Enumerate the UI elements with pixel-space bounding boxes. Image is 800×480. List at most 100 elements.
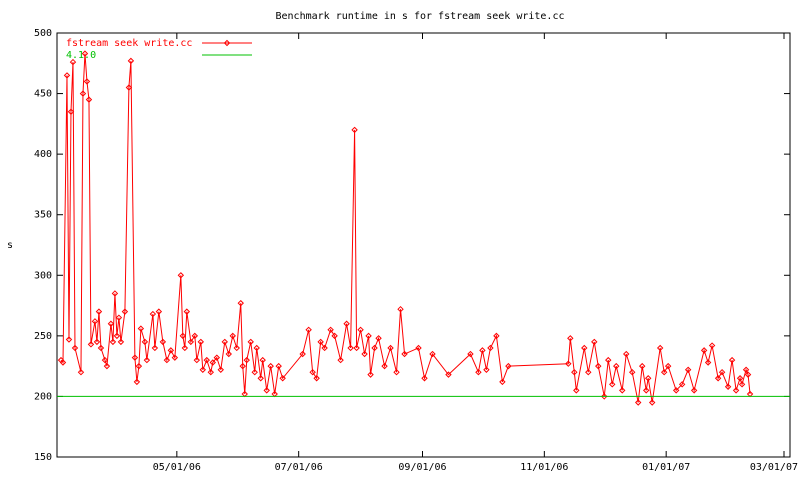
legend-label: 4.1.0 (66, 50, 96, 61)
point (642, 387, 650, 394)
series-line (60, 53, 751, 403)
point (317, 338, 324, 346)
point (487, 344, 494, 352)
point (331, 332, 338, 340)
point (207, 368, 214, 376)
point (121, 308, 129, 315)
point (728, 356, 736, 364)
y-tick-label: 500 (34, 28, 52, 39)
point (708, 342, 716, 349)
point (151, 344, 159, 352)
point (187, 338, 195, 346)
point (131, 354, 139, 361)
point (571, 368, 578, 376)
point (672, 387, 680, 394)
point (309, 368, 316, 376)
point (87, 341, 95, 348)
point (445, 371, 452, 378)
point (605, 356, 612, 364)
point (678, 381, 686, 388)
point (343, 320, 350, 327)
point (644, 375, 652, 382)
x-tick-label: 03/01/07 (750, 462, 798, 473)
point (217, 366, 224, 373)
point (585, 368, 592, 376)
point (267, 362, 274, 370)
point (133, 378, 141, 386)
point (93, 338, 101, 346)
point (127, 57, 135, 65)
point (704, 359, 712, 366)
point (313, 375, 320, 382)
point (83, 78, 91, 85)
point (71, 344, 79, 352)
point (321, 344, 328, 352)
point (111, 290, 119, 297)
point (183, 308, 191, 315)
point (279, 375, 286, 382)
point (467, 350, 474, 358)
point (634, 399, 642, 406)
point (263, 387, 270, 394)
point (483, 366, 490, 373)
point (203, 356, 211, 364)
point (591, 338, 598, 346)
point (65, 336, 73, 343)
point (475, 368, 482, 376)
x-tick-label: 07/01/06 (275, 462, 323, 473)
point (493, 332, 500, 340)
point (95, 308, 103, 315)
point (660, 368, 668, 376)
point (225, 350, 232, 358)
point (181, 344, 189, 352)
point (619, 387, 626, 394)
point (247, 338, 254, 346)
point (113, 332, 121, 340)
chart-title: Benchmark runtime in s for fstream seek … (276, 11, 565, 22)
point (163, 356, 171, 364)
point (237, 299, 244, 307)
point (479, 347, 486, 354)
point (103, 362, 111, 370)
point (648, 399, 656, 406)
point (724, 383, 732, 390)
point (714, 375, 722, 382)
point (381, 362, 388, 370)
point (259, 356, 266, 364)
point (595, 362, 602, 370)
point (85, 96, 93, 103)
point (565, 360, 572, 367)
point (275, 362, 282, 370)
legend-marker (223, 39, 231, 47)
point (581, 344, 588, 352)
y-axis-label: s (7, 240, 13, 251)
point (197, 338, 205, 346)
point (69, 58, 77, 66)
point (351, 126, 358, 134)
point (744, 371, 752, 378)
point (221, 338, 228, 346)
point (209, 359, 216, 366)
point (690, 387, 698, 394)
point (742, 366, 750, 373)
point (233, 344, 240, 352)
y-tick-label: 300 (34, 270, 52, 281)
point (401, 350, 408, 358)
point (397, 305, 404, 313)
point (367, 371, 374, 378)
point (77, 368, 85, 376)
point (117, 338, 125, 346)
point (97, 344, 105, 352)
point (135, 362, 143, 370)
point (601, 393, 608, 400)
point (159, 338, 167, 346)
point (505, 362, 512, 370)
point (361, 350, 368, 358)
point (613, 362, 620, 370)
point (638, 362, 646, 370)
point (623, 350, 630, 358)
point (393, 368, 400, 376)
x-tick-label: 11/01/06 (520, 462, 568, 473)
